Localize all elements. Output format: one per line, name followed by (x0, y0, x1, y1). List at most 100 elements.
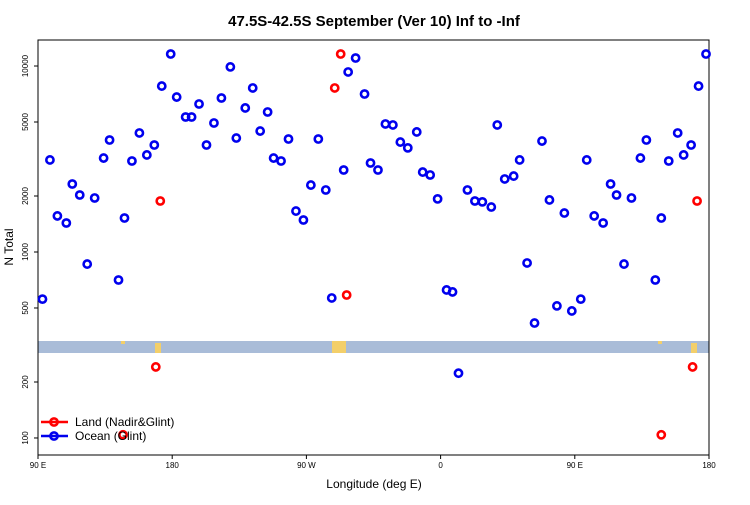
y-tick-label: 1000 (21, 243, 30, 261)
data-point (155, 196, 166, 206)
data-point (255, 126, 266, 136)
data-point (605, 179, 616, 189)
data-point (150, 362, 161, 372)
data-point (61, 218, 72, 228)
data-point (225, 62, 236, 72)
data-point (201, 140, 212, 150)
data-point (514, 155, 525, 165)
data-point (552, 301, 562, 311)
data-point (656, 429, 667, 440)
plot-frame (37, 39, 710, 456)
legend-label: Ocean (Glint) (75, 429, 146, 443)
data-point (701, 49, 711, 59)
data-point (104, 135, 115, 145)
data-point (492, 120, 503, 130)
data-point (149, 140, 160, 150)
data-point (537, 136, 547, 146)
data-point (365, 158, 376, 168)
legend-marker (49, 431, 59, 441)
legend-label: Land (Nadir&Glint) (75, 415, 174, 429)
x-axis-label: Longitude (deg E) (326, 477, 421, 491)
data-point (134, 128, 145, 138)
y-tick-label: 5000 (21, 113, 30, 131)
data-point (693, 81, 704, 91)
data-point (508, 171, 519, 181)
data-point (305, 180, 316, 190)
data-point (231, 133, 242, 143)
data-point (499, 174, 510, 184)
data-point (313, 134, 324, 144)
data-point (276, 156, 286, 166)
data-point (119, 213, 130, 223)
data-point (656, 213, 667, 223)
data-point (411, 127, 422, 137)
y-tick-label: 200 (21, 375, 30, 389)
x-tick-label: 180 (166, 461, 180, 470)
data-point (298, 215, 309, 225)
data-point (291, 206, 301, 216)
data-point (663, 156, 674, 166)
data-point (209, 118, 219, 128)
data-point (359, 89, 370, 99)
data-point (611, 190, 622, 200)
x-tick-label: 0 (438, 461, 443, 470)
data-point (432, 193, 443, 204)
data-point (589, 211, 600, 221)
data-point (425, 170, 436, 180)
x-tick-label: 180 (702, 461, 716, 470)
data-point (67, 179, 78, 189)
data-point (165, 49, 176, 59)
data-point (186, 112, 197, 122)
data-point (453, 368, 464, 379)
y-tick-label: 10000 (21, 54, 30, 77)
data-point (395, 137, 406, 147)
data-point (37, 294, 48, 305)
data-point (486, 202, 497, 212)
data-point (350, 53, 361, 63)
data-point (635, 153, 646, 163)
data-point (619, 259, 629, 269)
data-point (447, 287, 458, 297)
y-axis-label: N Total (2, 228, 16, 265)
data-point (687, 362, 698, 372)
data-point (559, 208, 570, 218)
data-point (194, 99, 204, 109)
data-point (641, 135, 652, 145)
data-point (98, 153, 109, 163)
data-point (320, 185, 331, 195)
data-point (156, 81, 167, 91)
data-point (692, 196, 702, 206)
data-point (672, 128, 683, 138)
map-strip (38, 341, 709, 353)
data-point (529, 318, 540, 328)
data-point (262, 107, 273, 117)
data-point (522, 258, 532, 268)
data-point (326, 293, 337, 303)
data-point (678, 150, 689, 160)
y-tick-label: 100 (21, 431, 30, 445)
data-point (118, 429, 128, 440)
chart-title: 47.5S-42.5S September (Ver 10) Inf to -I… (228, 13, 521, 30)
data-point (329, 83, 340, 93)
y-tick-label: 500 (21, 301, 30, 315)
data-point (113, 275, 124, 285)
data-point (216, 93, 227, 103)
data-point (335, 49, 346, 59)
data-point (338, 165, 349, 175)
x-tick-label: 90 E (30, 461, 46, 470)
data-point (402, 142, 413, 153)
x-tick-label: 90 W (297, 461, 316, 470)
data-point (575, 294, 586, 305)
data-point (240, 103, 251, 113)
data-point (650, 275, 661, 285)
data-point (89, 193, 100, 203)
data-point (462, 185, 473, 195)
data-point (127, 156, 137, 166)
y-tick-label: 2000 (21, 187, 30, 205)
data-point (52, 211, 63, 221)
data-point (566, 306, 577, 316)
data-point (82, 259, 93, 269)
data-point (74, 190, 85, 200)
